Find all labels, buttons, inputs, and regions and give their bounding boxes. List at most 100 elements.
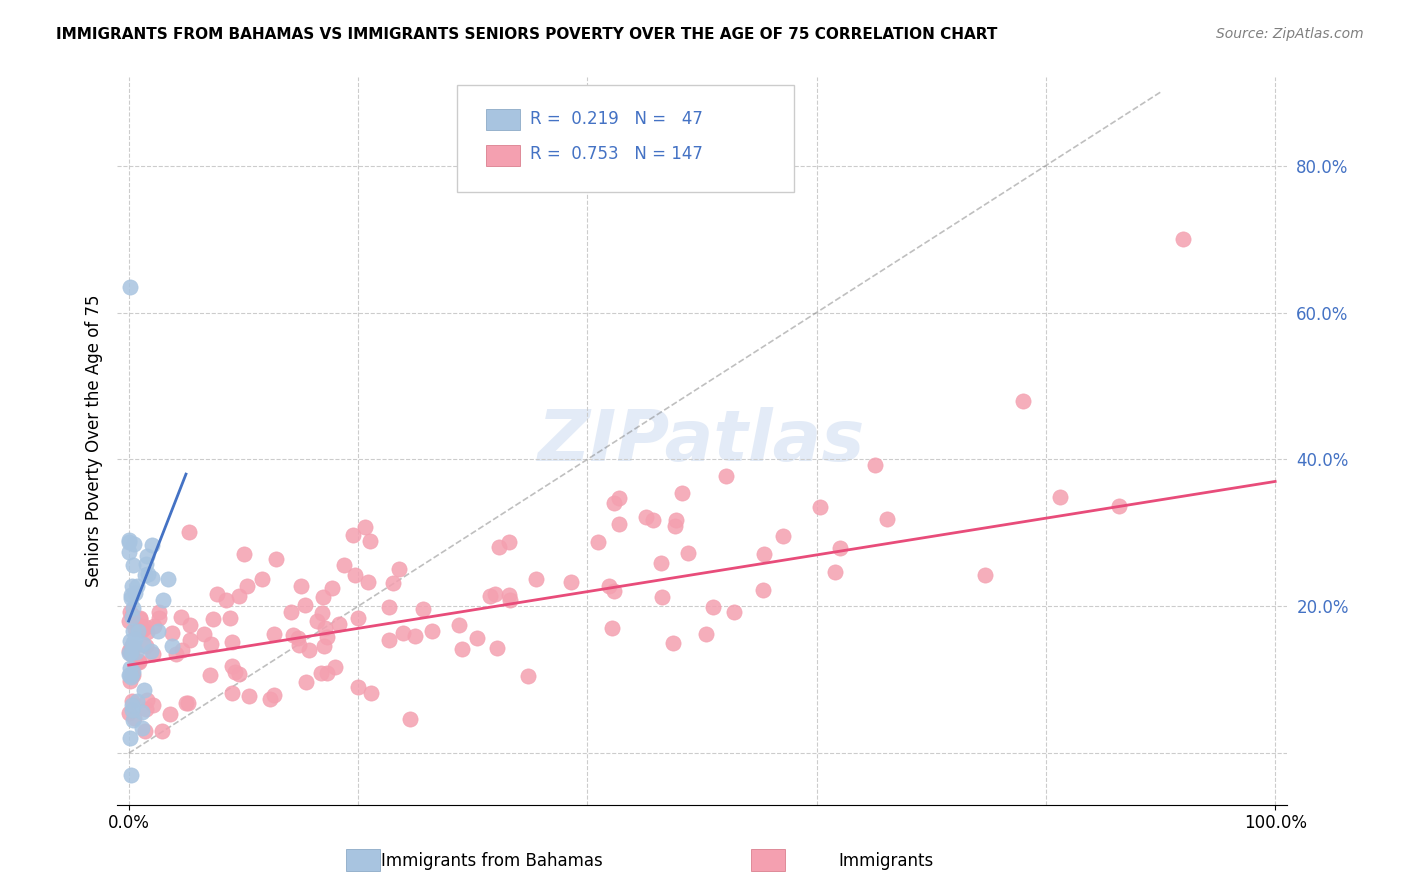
Point: [198, 667, 221, 681]
Point: [600, 621, 623, 635]
Point: [1049, 490, 1071, 504]
Point: [176, 696, 198, 710]
Point: [381, 576, 404, 591]
Point: [295, 675, 318, 690]
Point: [754, 547, 776, 561]
Point: [122, 636, 145, 650]
Point: [121, 703, 143, 717]
Point: [479, 590, 502, 604]
Point: [876, 512, 898, 526]
Point: [120, 634, 142, 648]
Point: [484, 587, 506, 601]
Point: [128, 611, 150, 625]
Point: [128, 654, 150, 668]
Point: [634, 510, 657, 524]
Point: [665, 513, 688, 527]
Point: [193, 627, 215, 641]
Point: [143, 618, 166, 632]
Point: [148, 611, 170, 625]
Point: [121, 609, 143, 624]
Point: [221, 635, 243, 649]
Text: Immigrants: Immigrants: [838, 852, 934, 870]
Point: [136, 566, 159, 581]
Point: [974, 567, 997, 582]
Point: [723, 605, 745, 619]
Point: [120, 646, 142, 660]
Point: [132, 637, 155, 651]
Point: [152, 592, 174, 607]
Point: [607, 516, 630, 531]
Point: [118, 646, 141, 660]
Point: [264, 552, 287, 566]
Point: [259, 692, 281, 706]
Point: [219, 611, 242, 625]
Point: [120, 670, 142, 684]
Point: [120, 591, 142, 606]
Point: [120, 640, 142, 655]
Point: [316, 630, 339, 644]
Point: [159, 706, 181, 721]
Point: [132, 683, 155, 698]
Point: [420, 624, 443, 638]
Point: [752, 583, 775, 598]
Point: [263, 627, 285, 641]
Point: [486, 640, 509, 655]
Point: [150, 724, 173, 739]
Point: [118, 614, 141, 628]
Point: [281, 628, 304, 642]
Point: [347, 611, 370, 625]
Point: [134, 724, 156, 739]
Point: [252, 572, 274, 586]
Point: [360, 686, 382, 700]
Point: [118, 533, 141, 547]
Point: [120, 588, 142, 602]
Point: [131, 623, 153, 637]
Point: [148, 605, 170, 619]
Point: [135, 702, 157, 716]
Point: [131, 705, 153, 719]
Point: [174, 696, 197, 710]
Point: [221, 685, 243, 699]
Point: [139, 644, 162, 658]
Point: [118, 668, 141, 682]
Point: [1012, 393, 1035, 408]
Point: [120, 731, 142, 746]
Point: [224, 665, 246, 679]
Point: [603, 496, 626, 510]
Point: [131, 721, 153, 735]
Point: [122, 558, 145, 573]
Y-axis label: Seniors Poverty Over the Age of 75: Seniors Poverty Over the Age of 75: [86, 295, 103, 587]
Point: [121, 624, 143, 638]
Point: [148, 624, 170, 639]
Point: [118, 661, 141, 675]
Point: [290, 579, 312, 593]
Point: [280, 605, 302, 619]
Point: [808, 500, 831, 515]
Point: [205, 587, 228, 601]
Point: [121, 694, 143, 708]
Text: ZIPatlas: ZIPatlas: [538, 407, 866, 475]
Point: [517, 669, 540, 683]
Point: [344, 568, 367, 582]
Point: [399, 712, 422, 726]
Point: [118, 668, 141, 682]
Text: IMMIGRANTS FROM BAHAMAS VS IMMIGRANTS SENIORS POVERTY OVER THE AGE OF 75 CORRELA: IMMIGRANTS FROM BAHAMAS VS IMMIGRANTS SE…: [56, 27, 998, 42]
Point: [305, 614, 328, 628]
Point: [160, 640, 183, 654]
Point: [214, 592, 236, 607]
Point: [127, 624, 149, 638]
Point: [312, 590, 335, 604]
Point: [314, 621, 336, 635]
Point: [128, 656, 150, 670]
Text: R =  0.219   N =   47: R = 0.219 N = 47: [530, 110, 703, 128]
Point: [162, 626, 184, 640]
Point: [498, 534, 520, 549]
Point: [200, 637, 222, 651]
Point: [695, 627, 717, 641]
Point: [311, 607, 333, 621]
Point: [121, 607, 143, 622]
Point: [233, 547, 256, 561]
Text: Immigrants from Bahamas: Immigrants from Bahamas: [381, 852, 603, 870]
Point: [353, 520, 375, 534]
Point: [122, 710, 145, 724]
